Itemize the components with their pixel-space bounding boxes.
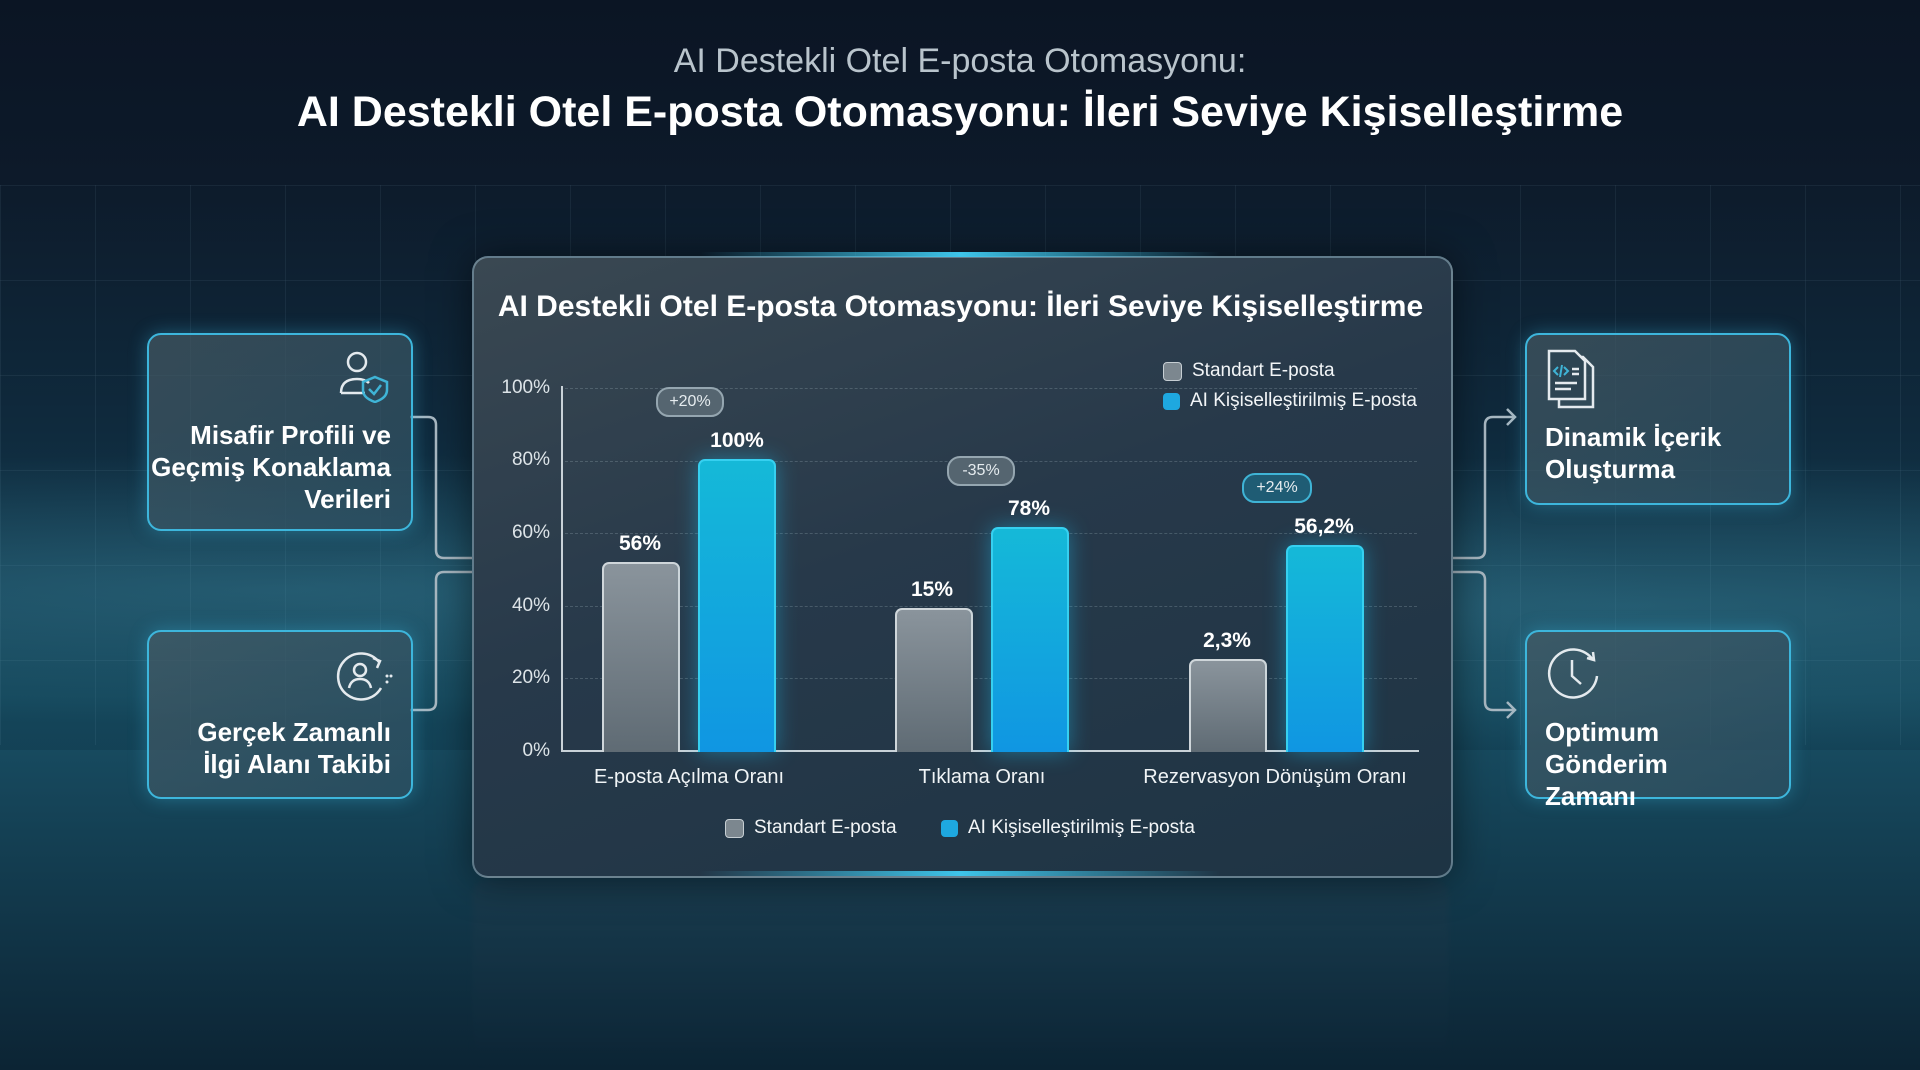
card-label-line: Misafir Profili ve — [190, 420, 391, 450]
page-subtitle: AI Destekli Otel E-posta Otomasyonu: — [673, 42, 1247, 80]
delta-badge: +20% — [656, 387, 724, 417]
panel-bottom-glow — [700, 871, 1220, 876]
value-label: 56,2% — [1294, 515, 1354, 538]
legend-label: AI Kişiselleştirilmiş E-posta — [1190, 390, 1417, 411]
card-label-line: İlgi Alanı Takibi — [203, 749, 391, 779]
header-band — [0, 0, 1920, 185]
legend-swatch-standard — [1163, 361, 1182, 381]
gridline — [565, 388, 1417, 389]
user-shield-icon — [339, 351, 389, 403]
card-guest-profile: Misafir Profili ve Geçmiş Konaklama Veri… — [147, 333, 413, 531]
chart-title: AI Destekli Otel E-posta Otomasyonu: İle… — [497, 290, 1424, 323]
card-label-line: Gerçek Zamanlı — [197, 717, 391, 747]
user-refresh-icon — [336, 652, 393, 701]
card-label-line: Dinamik İçerik — [1545, 422, 1722, 452]
legend-item-ai-bottom: AI Kişiselleştirilmiş E-posta — [941, 817, 1195, 839]
legend-swatch-ai — [1163, 392, 1180, 410]
x-axis — [561, 750, 1419, 752]
value-label: 100% — [710, 429, 764, 452]
clock-refresh-icon — [1547, 648, 1599, 699]
card-optimal-send-time: Optimum Gönderim Zamanı — [1525, 630, 1791, 811]
y-tick: 100% — [501, 377, 550, 398]
panel-reflection — [472, 880, 1449, 1070]
bar-ai-booking-conversion — [1286, 545, 1364, 752]
y-tick: 40% — [511, 595, 550, 616]
category-label: Rezervasyon Dönüşüm Oranı — [1143, 766, 1407, 788]
legend-label: Standart E-posta — [1192, 360, 1335, 381]
y-tick: 80% — [511, 449, 550, 470]
category-label: Tıklama Oranı — [918, 766, 1046, 788]
value-label: 78% — [1007, 497, 1051, 520]
category-label: E-posta Açılma Oranı — [593, 766, 785, 788]
bar-standard-booking-conversion — [1189, 659, 1267, 752]
legend-item-standard: Standart E-posta — [1163, 360, 1335, 382]
bar-ai-click-rate — [991, 527, 1069, 752]
card-label-line: Optimum Gönderim — [1545, 717, 1668, 779]
legend-swatch-standard — [725, 818, 744, 838]
code-document-icon — [1547, 349, 1595, 409]
bar-standard-click-rate — [895, 608, 973, 752]
card-label-line: Verileri — [304, 484, 391, 514]
legend-label: AI Kişiselleştirilmiş E-posta — [968, 817, 1195, 838]
y-tick: 20% — [511, 667, 550, 688]
value-label: 2,3% — [1203, 629, 1251, 652]
card-dynamic-content: Dinamik İçerik Oluşturma — [1525, 333, 1791, 505]
legend-label: Standart E-posta — [754, 817, 897, 838]
card-label-line: Zamanı — [1545, 781, 1637, 811]
delta-badge: +24% — [1242, 473, 1312, 503]
delta-badge: -35% — [947, 456, 1015, 486]
card-realtime-interest: Gerçek Zamanlı İlgi Alanı Takibi — [147, 630, 413, 799]
y-axis — [561, 386, 563, 752]
legend-swatch-ai — [941, 819, 958, 837]
value-label: 56% — [618, 532, 662, 555]
card-label-line: Oluşturma — [1545, 454, 1676, 484]
legend-item-standard-bottom: Standart E-posta — [725, 817, 897, 839]
bar-ai-open-rate — [698, 459, 776, 752]
bar-standard-open-rate — [602, 562, 680, 752]
y-tick: 0% — [522, 740, 550, 761]
value-label: 15% — [910, 578, 954, 601]
card-label-line: Geçmiş Konaklama — [151, 452, 391, 482]
y-tick: 60% — [511, 522, 550, 543]
panel-top-glow — [700, 252, 1220, 257]
legend-item-ai: AI Kişiselleştirilmiş E-posta — [1163, 390, 1417, 412]
page-title: AI Destekli Otel E-posta Otomasyonu: İle… — [296, 88, 1624, 136]
